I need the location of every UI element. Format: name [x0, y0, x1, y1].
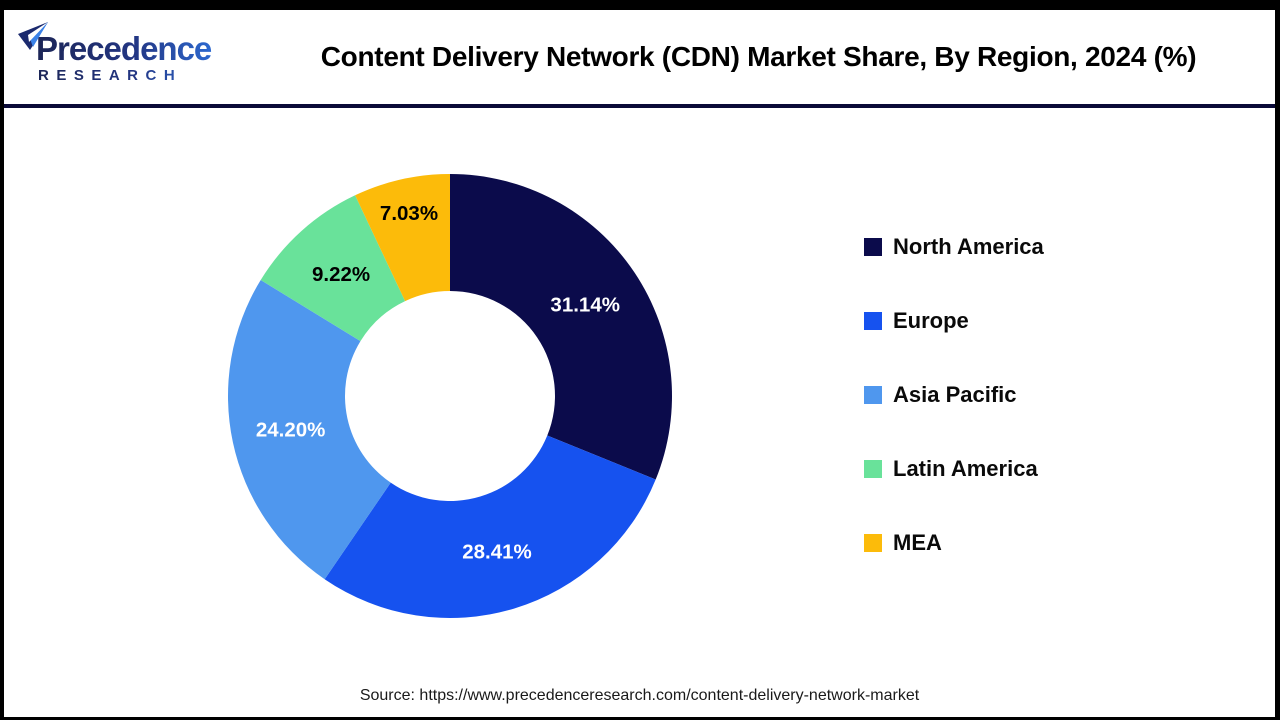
- donut-slice-europe: [324, 435, 656, 619]
- donut-slice-asia-pacific: [227, 280, 391, 580]
- legend-label: Latin America: [893, 456, 1038, 481]
- legend-swatch: [864, 238, 882, 256]
- legend-swatch: [864, 386, 882, 404]
- brand-logo: Precedence RESEARCH: [4, 21, 272, 83]
- legend: North America Europe Asia Pacific Latin Ame…: [864, 230, 1044, 560]
- donut-slice-mea: [355, 174, 450, 302]
- slice-label: 31.14%: [550, 294, 620, 317]
- legend-label: MEA: [893, 530, 942, 555]
- page-title: Content Delivery Network (CDN) Market Sh…: [320, 41, 1197, 72]
- legend-label: Asia Pacific: [893, 382, 1017, 407]
- legend-item: Europe: [864, 304, 1044, 338]
- legend-item: Asia Pacific: [864, 378, 1044, 412]
- legend-label: Europe: [893, 308, 969, 333]
- donut-chart: 31.14% 28.41% 24.20% 9.22% 7.03%: [227, 174, 672, 619]
- header: Precedence RESEARCH Content Delivery Net…: [4, 10, 1275, 108]
- slice-label: 28.41%: [462, 541, 532, 564]
- donut-slice-north-america: [450, 174, 672, 480]
- legend-swatch: [864, 534, 882, 552]
- legend-swatch: [864, 312, 882, 330]
- paper-plane-icon: [18, 21, 48, 50]
- slice-label: 9.22%: [312, 263, 370, 286]
- legend-item: Latin America: [864, 452, 1044, 486]
- donut-slice-latin-america: [260, 195, 406, 342]
- chart-area: 31.14% 28.41% 24.20% 9.22% 7.03% North Ameri…: [4, 108, 1275, 717]
- brand-name: Precedence: [22, 32, 272, 65]
- legend-item: North America: [864, 230, 1044, 264]
- legend-swatch: [864, 460, 882, 478]
- source-text: Source: https://www.precedenceresearch.c…: [359, 687, 920, 704]
- legend-label: North America: [893, 234, 1044, 259]
- slice-label: 7.03%: [380, 202, 438, 225]
- slice-label: 24.20%: [256, 419, 326, 442]
- brand-subtitle: RESEARCH: [22, 68, 272, 83]
- legend-item: MEA: [864, 526, 1044, 560]
